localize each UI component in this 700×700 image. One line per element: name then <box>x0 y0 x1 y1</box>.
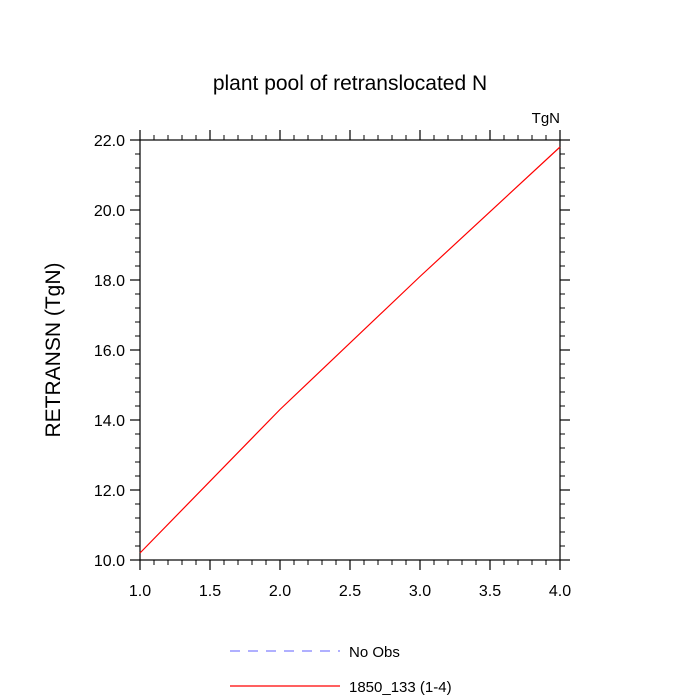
y-tick-label: 20.0 <box>94 203 125 220</box>
chart-title: plant pool of retranslocated N <box>213 72 487 95</box>
units-label: TgN <box>532 110 560 127</box>
legend-label: 1850_133 (1-4) <box>349 679 452 696</box>
axis-ticks <box>130 130 570 570</box>
x-tick-label: 1.0 <box>129 583 151 600</box>
y-tick-label: 22.0 <box>94 133 125 150</box>
legend-label: No Obs <box>349 644 400 661</box>
y-tick-label: 14.0 <box>94 413 125 430</box>
x-tick-label: 1.5 <box>199 583 221 600</box>
x-tick-label: 3.5 <box>479 583 501 600</box>
y-tick-label: 18.0 <box>94 273 125 290</box>
series-line <box>139 146 561 554</box>
series-layer <box>139 146 561 554</box>
x-tick-label: 4.0 <box>549 583 571 600</box>
y-tick-label: 12.0 <box>94 483 125 500</box>
plot-area <box>139 139 561 561</box>
y-tick-label: 10.0 <box>94 553 125 570</box>
legend: No Obs 1850_133 (1-4) <box>230 644 452 696</box>
x-tick-label: 2.5 <box>339 583 361 600</box>
x-tick-label: 2.0 <box>269 583 291 600</box>
x-tick-label: 3.0 <box>409 583 431 600</box>
axis-tick-labels: 1.0 1.5 2.0 2.5 3.0 3.5 4.0 10.0 12.0 14.0 16.0 18.… <box>94 133 571 600</box>
y-axis-label: RETRANSN (TgN) <box>42 262 65 437</box>
y-tick-label: 16.0 <box>94 343 125 360</box>
